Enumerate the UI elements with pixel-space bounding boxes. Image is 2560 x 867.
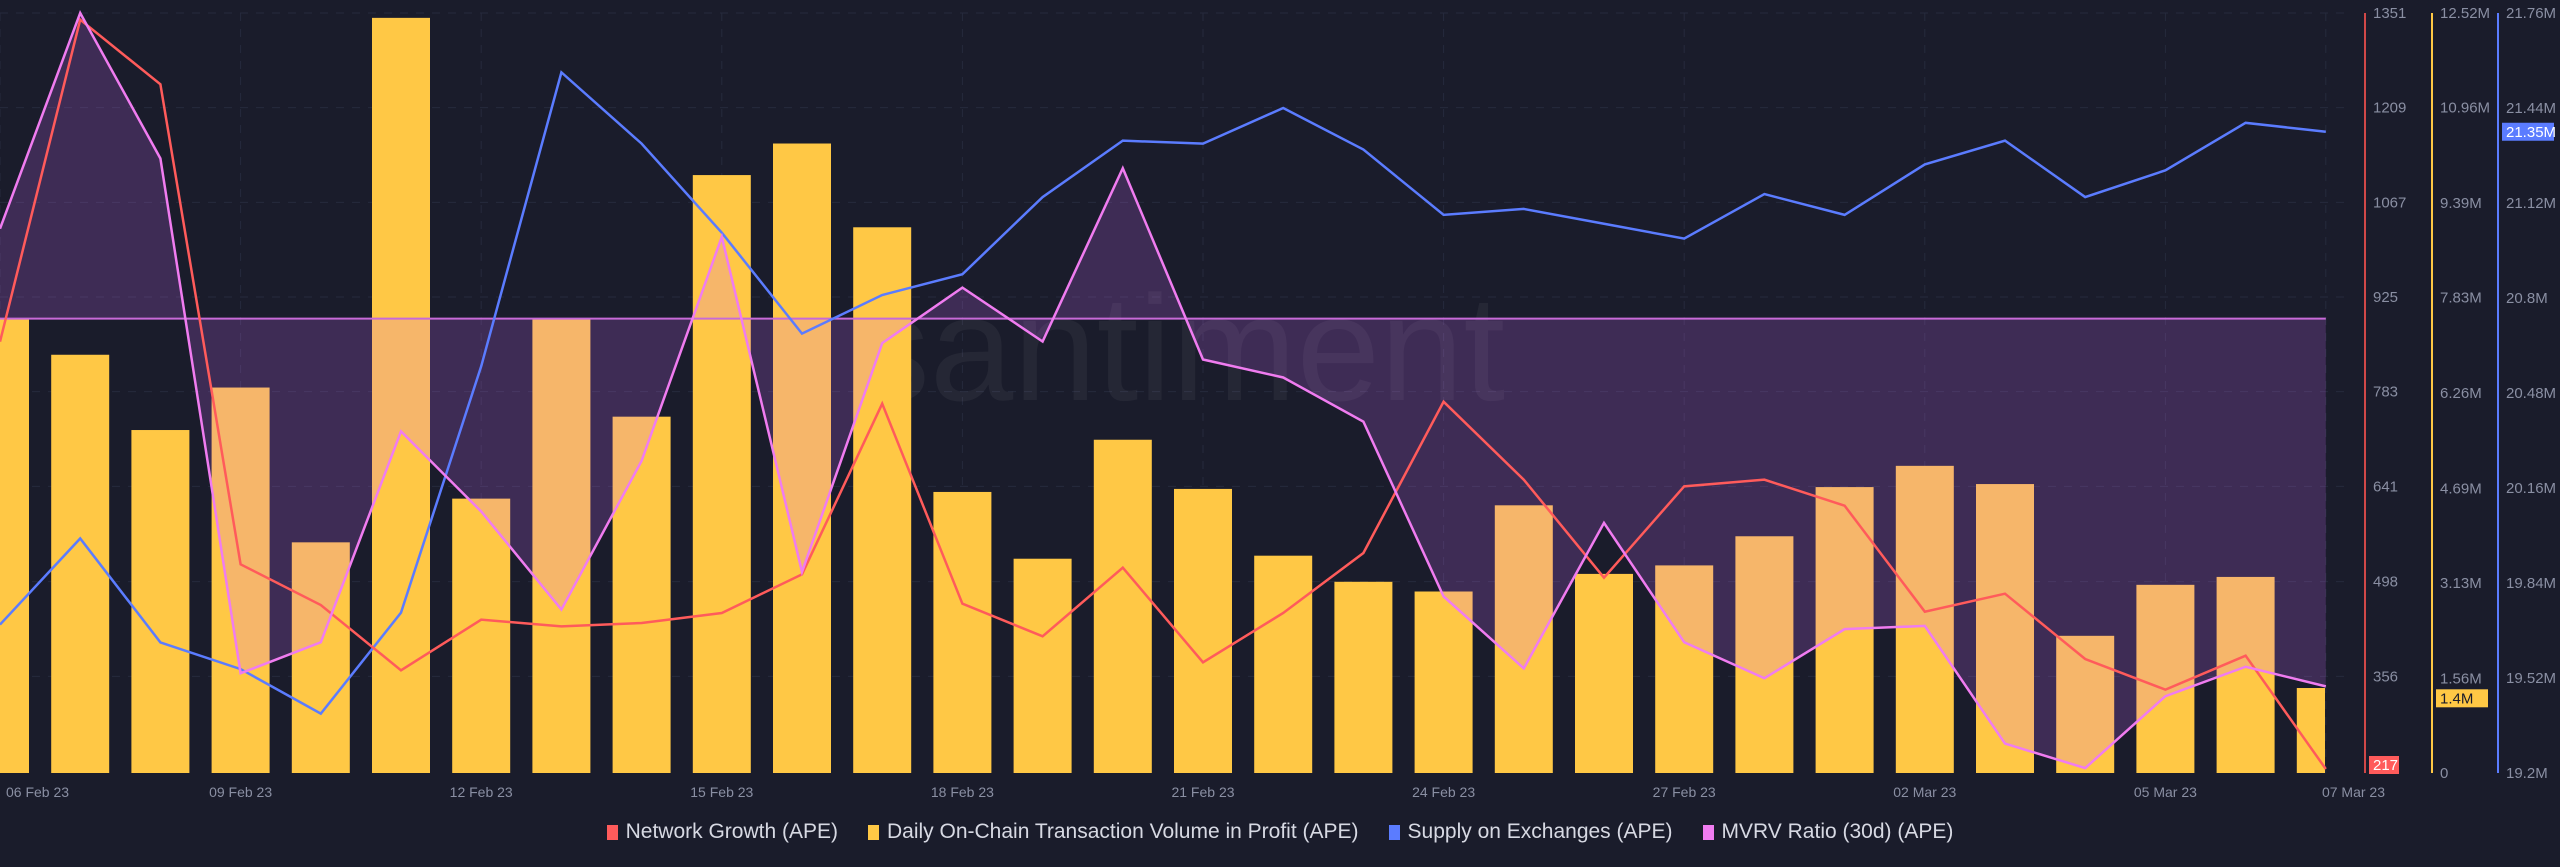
x-tick-label: 24 Feb 23	[1412, 784, 1475, 800]
current-value-label: 1.4M	[2440, 690, 2473, 707]
y-tick-label: 3.13M	[2440, 575, 2482, 592]
bar	[1895, 465, 1954, 773]
y-tick-label: 783	[2373, 384, 2398, 401]
y-tick-label: 0	[2440, 765, 2448, 782]
series-line	[0, 10, 2327, 770]
legend-item-supply-on-exchanges[interactable]: Supply on Exchanges (APE)	[1388, 820, 1673, 844]
legend-item-network-growth[interactable]: Network Growth (APE)	[606, 820, 838, 844]
bar	[853, 227, 912, 774]
bar	[1334, 581, 1393, 773]
y-tick-label: 20.16M	[2506, 480, 2556, 497]
bar	[2136, 584, 2195, 773]
y-tick-label: 20.8M	[2506, 290, 2548, 307]
y-tick-label: 498	[2373, 574, 2398, 591]
y-tick-label: 1209	[2373, 100, 2406, 117]
y-tick-label: 1351	[2373, 5, 2406, 22]
series-line	[0, 70, 2326, 716]
bar	[692, 175, 751, 774]
bar	[372, 17, 430, 774]
legend-swatch	[1388, 824, 1400, 840]
legend-label: MVRV Ratio (30d) (APE)	[1721, 820, 1954, 843]
bar	[131, 430, 190, 773]
y-tick-label: 6.26M	[2440, 385, 2482, 402]
bar	[1013, 558, 1072, 773]
legend-swatch	[1702, 824, 1714, 840]
legend: Network Growth (APE) Daily On-Chain Tran…	[0, 820, 2560, 844]
y-tick-label: 20.48M	[2506, 385, 2556, 402]
bar	[1254, 555, 1313, 773]
current-value-label: 21.35M	[2506, 124, 2556, 141]
y-tick-label: 7.83M	[2440, 290, 2482, 307]
bar	[933, 491, 992, 773]
x-tick-label: 05 Mar 23	[2134, 784, 2197, 800]
bar	[1414, 591, 1473, 773]
x-tick-label: 12 Feb 23	[450, 784, 513, 800]
legend-label: Daily On-Chain Transaction Volume in Pro…	[887, 820, 1359, 843]
bar	[1093, 439, 1152, 773]
y-tick-label: 21.12M	[2506, 195, 2556, 212]
watermark: santiment	[855, 264, 1505, 432]
legend-label: Network Growth (APE)	[625, 820, 838, 843]
bar	[1174, 488, 1232, 773]
y-tick-label: 21.44M	[2506, 100, 2556, 117]
y-tick-label: 1.56M	[2440, 670, 2482, 687]
series-line	[0, 17, 2327, 770]
x-tick-label: 07 Mar 23	[2322, 784, 2385, 800]
y-tick-label: 1067	[2373, 194, 2406, 211]
bar	[452, 498, 511, 773]
legend-item-mvrv[interactable]: MVRV Ratio (30d) (APE)	[1702, 820, 1954, 844]
legend-swatch	[606, 824, 618, 840]
y-tick-label: 641	[2373, 478, 2398, 495]
y-tick-label: 12.52M	[2440, 5, 2490, 22]
current-value-badge	[2502, 122, 2554, 141]
y-tick-label: 19.2M	[2506, 765, 2548, 782]
y-tick-label: 9.39M	[2440, 195, 2482, 212]
current-value-label: 217	[2373, 757, 2398, 774]
bar	[2296, 688, 2325, 773]
y-tick-label: 21.76M	[2506, 5, 2556, 22]
bar	[773, 143, 831, 774]
x-tick-label: 06 Feb 23	[6, 784, 69, 800]
y-tick-label: 10.96M	[2440, 100, 2490, 117]
y-tick-label: 925	[2373, 289, 2398, 306]
bar	[1494, 505, 1553, 773]
bar	[291, 542, 350, 773]
y-tick-label: 4.69M	[2440, 480, 2482, 497]
current-value-badge	[2369, 756, 2399, 774]
y-tick-label: 356	[2373, 668, 2398, 685]
x-tick-label: 09 Feb 23	[209, 784, 272, 800]
x-tick-label: 02 Mar 23	[1893, 784, 1956, 800]
bar	[532, 318, 591, 773]
legend-label: Supply on Exchanges (APE)	[1407, 820, 1673, 843]
bar	[1735, 536, 1794, 773]
x-tick-label: 21 Feb 23	[1171, 784, 1234, 800]
x-tick-label: 27 Feb 23	[1653, 784, 1716, 800]
y-tick-label: 19.52M	[2506, 670, 2556, 687]
x-tick-label: 15 Feb 23	[690, 784, 753, 800]
y-tick-label: 19.84M	[2506, 575, 2556, 592]
legend-swatch	[868, 824, 879, 840]
x-tick-label: 18 Feb 23	[931, 784, 994, 800]
bar	[0, 318, 29, 773]
mvrv-area	[0, 13, 2326, 769]
bar	[612, 416, 671, 773]
legend-item-transaction-volume[interactable]: Daily On-Chain Transaction Volume in Pro…	[868, 820, 1359, 844]
current-value-badge	[2436, 689, 2488, 708]
bar	[1655, 565, 1714, 773]
bar	[1575, 573, 1633, 773]
bar	[1976, 484, 2034, 773]
